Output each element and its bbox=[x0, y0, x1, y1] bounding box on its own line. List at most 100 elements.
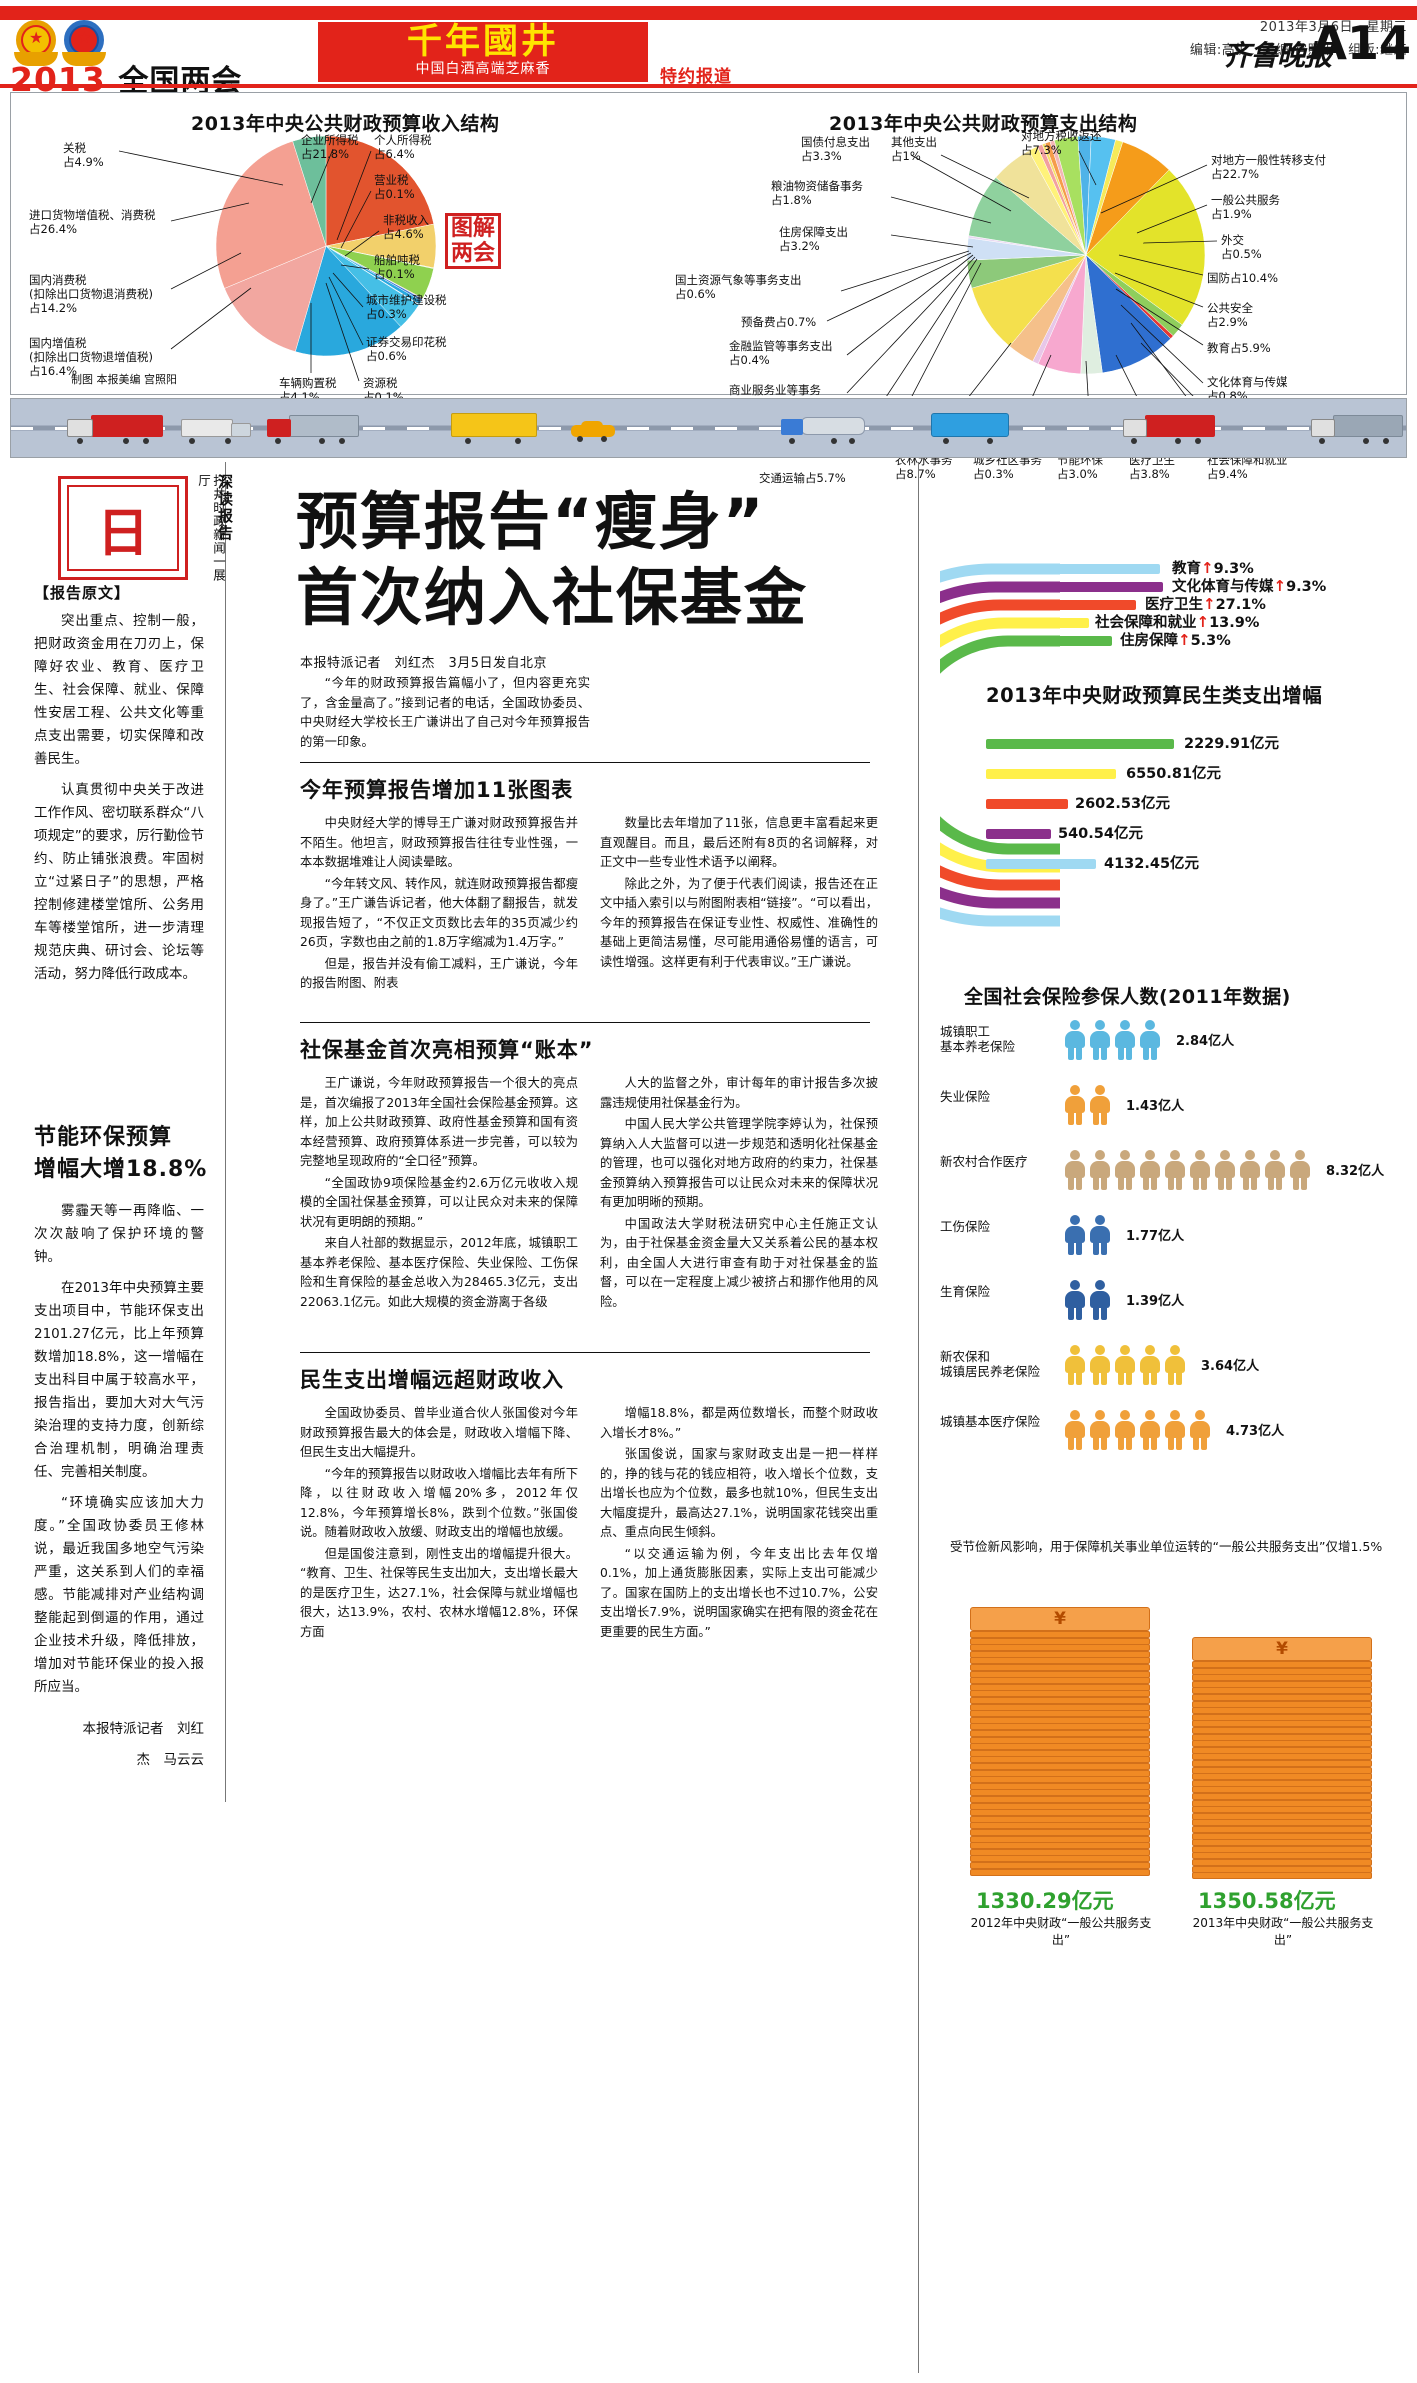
coin-layer bbox=[970, 1855, 1150, 1863]
section-head-1: 今年预算报告增加11张图表 bbox=[300, 778, 574, 802]
coin-layer bbox=[1192, 1786, 1372, 1794]
person-icon bbox=[1214, 1150, 1236, 1190]
pictogram-person-group bbox=[1064, 1280, 1111, 1320]
pictogram-row: 失业保险 1.43亿人 bbox=[940, 1081, 1410, 1139]
coin-layer bbox=[970, 1842, 1150, 1850]
expenditure-label-交通运输: 交通运输占5.7% bbox=[759, 471, 846, 485]
coin-top-icon: ¥ bbox=[1192, 1637, 1372, 1661]
coin-layer bbox=[1192, 1819, 1372, 1827]
coin-layer bbox=[1192, 1812, 1372, 1820]
sponsor-ad-box[interactable]: 千年國井 中国白酒高端芝麻香 bbox=[318, 22, 648, 82]
revenue-pie-title: 2013年中央公共财政预算收入结构 bbox=[191, 113, 500, 135]
person-icon bbox=[1164, 1345, 1186, 1385]
pictogram-row-value: 1.39亿人 bbox=[1126, 1294, 1185, 1309]
coin-layer bbox=[1192, 1740, 1372, 1748]
coin-layer bbox=[970, 1631, 1150, 1638]
left-subhead-line-1: 节能环保预算 bbox=[34, 1125, 173, 1150]
s3c1-p2: “今年的预算报告以财政收入增幅比去年有所下降，以往财政收入增幅20%多，2012… bbox=[300, 1466, 578, 1540]
pictogram-row-label: 城镇基本医疗保险 bbox=[940, 1414, 1041, 1429]
publication-date: 2013年3月6日 星期三 bbox=[1259, 20, 1407, 35]
pictogram-person-group bbox=[1064, 1020, 1161, 1060]
pictogram-title: 全国社会保险参保人数(2011年数据) bbox=[964, 986, 1291, 1008]
person-icon bbox=[1189, 1410, 1211, 1450]
person-icon bbox=[1089, 1215, 1111, 1255]
person-icon bbox=[1164, 1410, 1186, 1450]
growth-label-文化体育与传媒: 文化体育与传媒↑9.3% bbox=[1172, 577, 1327, 595]
growth-bar-住房保障 bbox=[997, 636, 1112, 646]
s1c1-p1: 中央财经大学的博导王广谦对财政预算报告并不陌生。他坦言，财政预算报告往往专业性强… bbox=[300, 816, 578, 869]
coin-layer bbox=[970, 1802, 1150, 1810]
s1c2-p2: 除此之外，为了便于代表们阅读，报告还在正文中插入索引以与附图附表相“链接”。“可… bbox=[600, 876, 878, 969]
pictogram-row-label: 新农村合作医疗 bbox=[940, 1154, 1028, 1169]
expenditure-label-国债付息支出: 国债付息支出 占3.3% bbox=[801, 135, 870, 163]
section-rule-1 bbox=[300, 762, 870, 763]
coin-layer bbox=[1192, 1872, 1372, 1880]
coin-layer bbox=[970, 1637, 1150, 1645]
pictogram-row: 新农保和 城镇居民养老保险 3.64亿人 bbox=[940, 1341, 1410, 1399]
revenue-label-非税收入: 非税收入 占4.6% bbox=[383, 213, 429, 241]
lead-paragraph: “今年的财政预算报告篇幅小了，但内容更充实了，含金量高了。”接到记者的电话，全国… bbox=[300, 676, 590, 749]
coin-stack-2013: ¥ bbox=[1192, 1637, 1372, 1880]
article-area: 日 打井时政新闻一展厅 深读报告 预算报告“瘦身” 首次纳入社保基金 本报特派记… bbox=[10, 462, 1407, 2373]
column-separator-2 bbox=[918, 462, 919, 2373]
expenditure-label-对地方一般性转移支付: 对地方一般性转移支付 占22.7% bbox=[1211, 153, 1326, 181]
truck-icon-2 bbox=[267, 415, 359, 444]
headline-line-2: 首次纳入社保基金 bbox=[296, 561, 809, 634]
nengjiandu-side-text-2: 深读报告 bbox=[216, 474, 234, 542]
coin-layer bbox=[1192, 1746, 1372, 1754]
masthead: ★ ★ 2013 全国两会 千年國井 中国白酒高端芝麻香 特约报道 2013年3… bbox=[0, 0, 1417, 99]
coin-layer bbox=[970, 1644, 1150, 1652]
expenditure-label-教育: 教育占5.9% bbox=[1207, 341, 1271, 355]
coin-layer bbox=[970, 1743, 1150, 1751]
section-head-2: 社保基金首次亮相预算“账本” bbox=[300, 1038, 594, 1062]
pictogram-row: 生育保险 1.39亿人 bbox=[940, 1276, 1410, 1334]
coin-layer bbox=[1192, 1859, 1372, 1866]
revenue-label-国内增值税: 国内增值税 (扣除出口货物退增值税) 占16.4% bbox=[29, 336, 153, 378]
nengjiandu-side-text: 打井时政新闻一展厅 bbox=[196, 474, 226, 582]
left-subhead: 节能环保预算 增幅大增18.8% bbox=[34, 1122, 214, 1186]
masthead-right-info: 2013年3月6日 星期三 编辑:高扩 美编:宫照阳 组版:继红 bbox=[1190, 16, 1407, 58]
revenue-label-证券交易印花税: 证券交易印花税 占0.6% bbox=[366, 335, 447, 363]
person-icon bbox=[1239, 1150, 1261, 1190]
social-insurance-pictogram: 全国社会保险参保人数(2011年数据) 城镇职工 基本养老保险 2.84亿人 失业保… bbox=[940, 982, 1410, 1527]
coin-layer bbox=[970, 1809, 1150, 1817]
person-icon bbox=[1089, 1150, 1111, 1190]
s1c1-p2: “今年转文风、转作风，就连财政预算报告都瘦身了。”王广谦告诉记者，他大体翻了翻报… bbox=[300, 876, 578, 950]
coin-stack-2012: ¥ bbox=[970, 1607, 1150, 1876]
road-illustration-strip bbox=[10, 398, 1407, 458]
arc-ribbons bbox=[940, 563, 1060, 927]
revenue-label-个人所得税: 个人所得税 占6.4% bbox=[374, 133, 432, 161]
amount-bar-社会保障和就业 bbox=[986, 769, 1116, 779]
growth-label-教育: 教育↑9.3% bbox=[1172, 559, 1254, 577]
article-byline: 本报特派记者 刘红杰 3月5日发自北京 bbox=[300, 656, 548, 671]
section-rule-3 bbox=[300, 1352, 870, 1353]
person-icon bbox=[1089, 1345, 1111, 1385]
truck-icon bbox=[67, 415, 163, 444]
growth-label-医疗卫生: 医疗卫生↑27.1% bbox=[1145, 595, 1266, 613]
s1c1-p3: 但是，报告并没有偷工减料，王广谦说，今年的报告附图、附表 bbox=[300, 956, 578, 991]
coin-layer bbox=[970, 1677, 1150, 1685]
coin-layer bbox=[970, 1835, 1150, 1843]
coin-layer bbox=[1192, 1687, 1372, 1695]
coin-layer bbox=[1192, 1865, 1372, 1873]
coin-layer bbox=[1192, 1661, 1372, 1668]
revenue-label-国内消费税: 国内消费税 (扣除出口货物退消费税) 占14.2% bbox=[29, 273, 153, 315]
coin-layer bbox=[1192, 1713, 1372, 1721]
amount-bar-文化体育与传媒 bbox=[986, 829, 1051, 839]
amount-label-医疗卫生: 2602.53亿元 bbox=[1075, 796, 1171, 812]
stack-value-2013: 1350.58亿元 bbox=[1198, 1889, 1336, 1913]
nengjiandu-logo: 日 bbox=[58, 476, 188, 580]
coin-layer bbox=[970, 1657, 1150, 1665]
coin-layer bbox=[1192, 1832, 1372, 1840]
person-icon bbox=[1114, 1150, 1136, 1190]
revenue-label-船舶吨税: 船舶吨税 占0.1% bbox=[374, 253, 420, 281]
revenue-label-关税: 关税 占4.9% bbox=[63, 141, 104, 169]
charts-panel: 2013年中央公共财政预算收入结构 关税 占4.9% 进口货物增值税、消费税 占… bbox=[10, 92, 1407, 485]
stack-chart-note: 受节俭新风影响，用于保障机关事业单位运转的“一般公共服务支出”仅增1.5% bbox=[950, 1539, 1383, 1554]
section-rule-2 bbox=[300, 1022, 870, 1023]
coin-layer bbox=[1192, 1845, 1372, 1853]
person-icon bbox=[1064, 1020, 1086, 1060]
expenditure-label-公共安全: 公共安全 占2.9% bbox=[1207, 301, 1253, 329]
revenue-label-进口货物增值税消费税: 进口货物增值税、消费税 占26.4% bbox=[29, 208, 156, 236]
revenue-label-企业所得税: 企业所得税 占21.8% bbox=[301, 133, 359, 161]
